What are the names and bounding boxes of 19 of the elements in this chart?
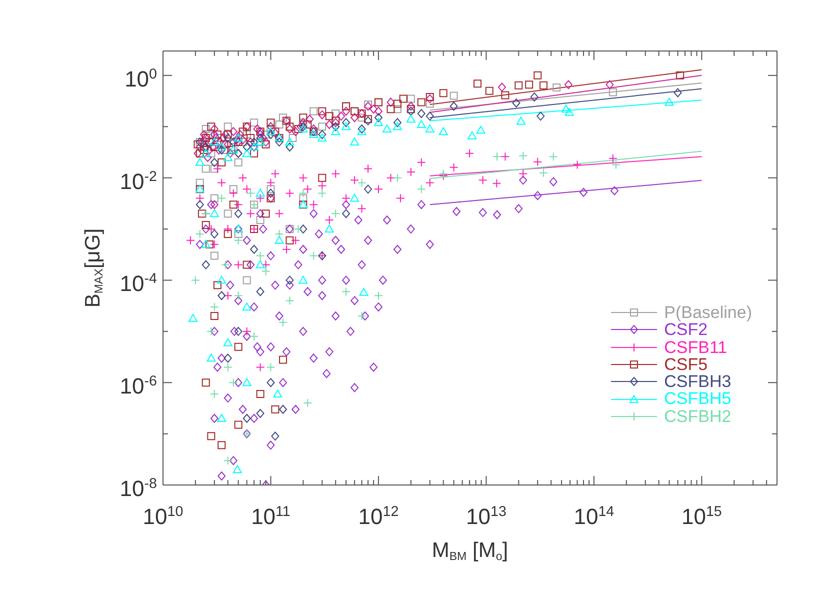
x-tick-label: 10$^{12}$ xyxy=(358,504,399,529)
x-axis-title: M$_{BM}$ [M$_{o}$] xyxy=(430,539,510,563)
legend-label: CSF5 xyxy=(664,354,708,374)
legend-label: P(Baseline) xyxy=(664,302,752,322)
x-tick-label: 10$^{10}$ xyxy=(142,504,184,529)
x-tick-label: 10$^{13}$ xyxy=(466,504,506,529)
legend-label: CSFBH5 xyxy=(664,389,732,408)
y-tick-label: 10$^{-8}$ xyxy=(120,476,158,501)
y-tick-label: 10$^{-6}$ xyxy=(120,374,158,399)
legend-label: CSF2 xyxy=(664,320,708,340)
y-tick-label: 10$^{-2}$ xyxy=(120,168,158,194)
x-tick-label: 10$^{11}$ xyxy=(251,504,290,529)
x-tick-label: 10$^{15}$ xyxy=(682,504,722,529)
y-tick-label: 10$^{-4}$ xyxy=(120,271,158,296)
legend-label: CSFB11 xyxy=(664,338,728,357)
legend-label: CSFBH3 xyxy=(664,372,732,392)
x-tick-label: 10$^{14}$ xyxy=(574,504,614,529)
y-tick-label: 10$^{0}$ xyxy=(124,66,158,92)
legend-label: CSFBH2 xyxy=(664,406,732,426)
